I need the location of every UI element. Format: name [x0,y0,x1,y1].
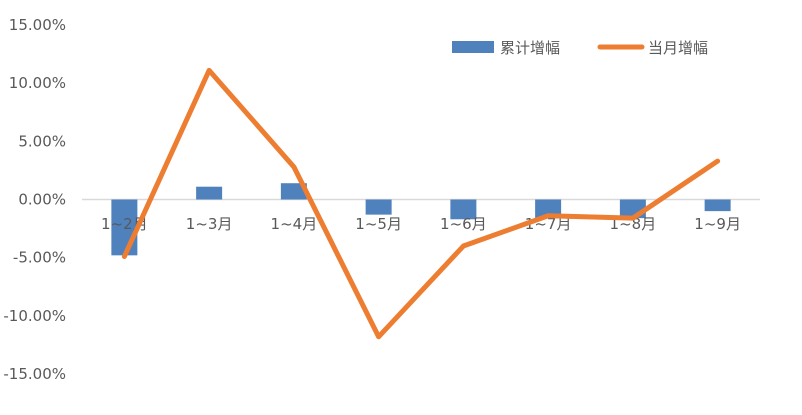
x-tick-label: 1~6月 [440,215,487,233]
y-tick-label: 10.00% [9,74,66,92]
y-tick-label: 0.00% [18,191,66,209]
y-tick-label: 15.00% [9,16,66,34]
bar-1~3月 [196,187,222,200]
legend-label-monthly: 当月增幅 [648,39,708,57]
y-tick-label: -15.00% [3,365,66,383]
y-tick-label: 5.00% [18,132,66,150]
bar-1~9月 [705,200,731,212]
x-tick-label: 1~3月 [186,215,233,233]
legend-bar-swatch [452,41,494,53]
legend-label-cumulative: 累计增幅 [500,39,560,57]
x-tick-label: 1~9月 [694,215,741,233]
bar-1~5月 [366,200,392,215]
y-tick-label: -10.00% [3,307,66,325]
x-tick-label: 1~4月 [271,215,318,233]
y-tick-label: -5.00% [13,249,66,267]
x-tick-label: 1~5月 [355,215,402,233]
